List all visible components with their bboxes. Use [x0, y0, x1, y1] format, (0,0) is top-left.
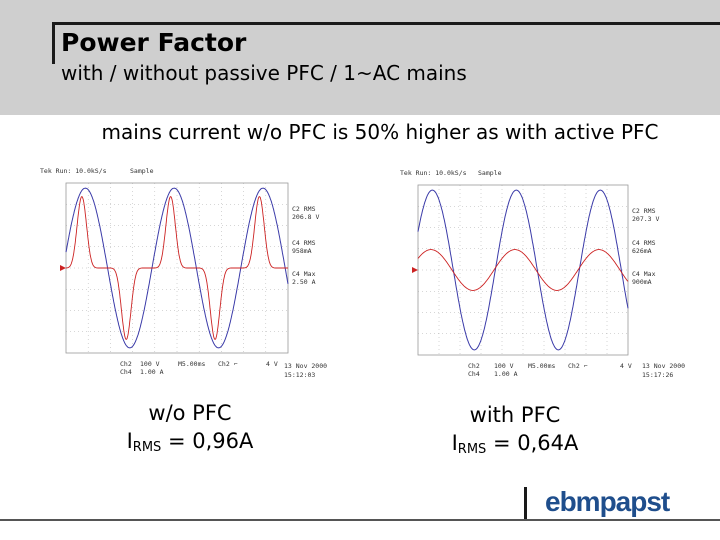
timebase: M5.00ms	[528, 362, 555, 370]
slide-title: Power Factor	[61, 28, 247, 57]
oscilloscope-capture-with-pfc: Tek Run: 10.0kS/s Sample C2 RMS 207.3 V …	[398, 167, 698, 382]
capture-time: 15:17:26	[642, 371, 673, 379]
ch2-scale: 100 V	[494, 362, 514, 370]
caption-text: mains current w/o PFC is 50% higher as w…	[101, 120, 659, 144]
meas-value: 626mA	[632, 247, 652, 255]
meas-value: 900mA	[632, 278, 652, 286]
scope-plot: Tek Run: 10.0kS/s Sample C2 RMS 207.3 V …	[400, 169, 685, 379]
ch4-scale: 1.00 A	[494, 370, 518, 378]
channel-marker-icon	[60, 265, 66, 271]
voltage-trace	[417, 189, 629, 351]
trigger-source: Ch2 ⌐	[218, 360, 238, 368]
ch2-label: Ch2	[468, 362, 480, 370]
meas-label: C4 Max	[632, 270, 656, 278]
meas-label: C2 RMS	[292, 205, 316, 213]
condition-label: w/o PFC	[148, 401, 232, 425]
capture-time: 15:12:03	[284, 371, 315, 379]
capture-date: 13 Nov 2000	[284, 362, 327, 370]
footer-rule	[0, 519, 720, 521]
header-band	[0, 0, 720, 115]
trigger-level: 4 V	[620, 362, 632, 370]
scope-mode: Sample	[130, 167, 154, 175]
scope-run-status: Tek Run: 10.0kS/s	[400, 169, 467, 177]
ebmpapst-logo: ebmpapst	[545, 486, 670, 517]
meas-label: C4 Max	[292, 270, 316, 278]
scope-plot: Tek Run: 10.0kS/s Sample C2 RMS 206.8 V …	[40, 167, 327, 379]
oscilloscope-capture-without-pfc: Tek Run: 10.0kS/s Sample C2 RMS 206.8 V …	[38, 165, 338, 380]
irms-value: IRMS = 0,64A	[451, 431, 579, 457]
timebase: M5.00ms	[178, 360, 205, 368]
condition-label: with PFC	[469, 403, 561, 427]
scope-mode: Sample	[478, 169, 502, 177]
voltage-trace	[65, 187, 289, 349]
label-with-pfc: with PFC IRMS = 0,64A	[405, 401, 625, 464]
logo-divider	[524, 487, 527, 519]
current-trace	[417, 249, 629, 291]
channel-marker-icon	[412, 267, 418, 273]
current-trace	[65, 196, 288, 340]
header-accent-bar	[52, 22, 55, 64]
meas-value: 958mA	[292, 247, 312, 255]
meas-label: C4 RMS	[632, 239, 656, 247]
scope-run-status: Tek Run: 10.0kS/s	[40, 167, 107, 175]
ch4-scale: 1.00 A	[140, 368, 164, 376]
ch4-label: Ch4	[468, 370, 480, 378]
meas-label: C4 RMS	[292, 239, 316, 247]
ch4-label: Ch4	[120, 368, 132, 376]
ch2-label: Ch2	[120, 360, 132, 368]
meas-label: C2 RMS	[632, 207, 656, 215]
meas-value: 207.3 V	[632, 215, 659, 223]
irms-value: IRMS = 0,96A	[126, 429, 254, 455]
trigger-source: Ch2 ⌐	[568, 362, 588, 370]
meas-value: 2.50 A	[292, 278, 316, 286]
label-without-pfc: w/o PFC IRMS = 0,96A	[80, 399, 300, 462]
slide-subtitle: with / without passive PFC / 1~AC mains	[61, 61, 467, 85]
header-rule	[52, 22, 720, 25]
meas-value: 206.8 V	[292, 213, 319, 221]
ch2-scale: 100 V	[140, 360, 160, 368]
trigger-level: 4 V	[266, 360, 278, 368]
capture-date: 13 Nov 2000	[642, 362, 685, 370]
